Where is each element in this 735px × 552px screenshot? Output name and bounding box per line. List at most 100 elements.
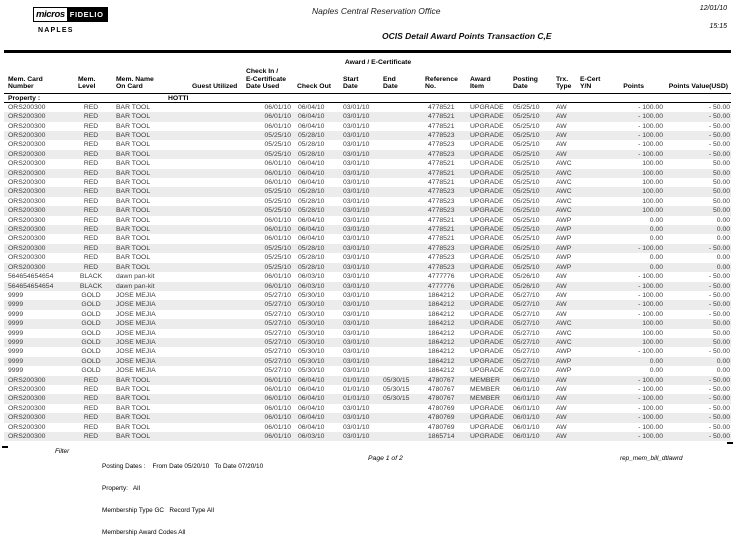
cell-trx-type: AWP bbox=[556, 244, 572, 252]
cell-reference-no: 1864212 bbox=[428, 357, 455, 365]
cell-posting-date: 05/25/10 bbox=[513, 197, 540, 205]
cell-mem-name: dawn pan-kit bbox=[116, 273, 155, 281]
cell-reference-no: 1864212 bbox=[428, 310, 455, 318]
cell-mem-card-number: 9999 bbox=[8, 348, 24, 356]
cell-points: 0.00 bbox=[649, 226, 664, 234]
cell-check-out: 06/04/10 bbox=[298, 404, 325, 412]
table-row: ORS200300 RED BAR TOOL 06/01/10 06/04/10… bbox=[4, 122, 731, 131]
cell-check-in: 05/27/10 bbox=[264, 348, 291, 356]
cell-end-date bbox=[379, 338, 419, 347]
cell-start-date: 03/01/10 bbox=[343, 103, 370, 111]
cell-ecert-yn bbox=[578, 310, 608, 319]
cell-end-date bbox=[379, 225, 419, 234]
cell-reference-no: 4778523 bbox=[428, 254, 455, 262]
cell-end-date bbox=[379, 310, 419, 319]
cell-points: 100.00 bbox=[642, 320, 664, 328]
cell-ecert-yn bbox=[578, 169, 608, 178]
cell-check-in: 05/27/10 bbox=[264, 338, 291, 346]
cell-ecert-yn bbox=[578, 338, 608, 347]
table-row: ORS200300 RED BAR TOOL 06/01/10 06/04/10… bbox=[4, 385, 731, 394]
cell-reference-no: 4780767 bbox=[428, 376, 455, 384]
cell-trx-type: AW bbox=[556, 132, 567, 139]
cell-check-out: 06/04/10 bbox=[298, 226, 325, 234]
cell-mem-name: BAR TOOL bbox=[116, 207, 151, 215]
cell-start-date: 03/01/10 bbox=[343, 207, 370, 215]
cell-start-date: 03/01/10 bbox=[343, 188, 370, 196]
cell-check-out: 06/04/10 bbox=[298, 122, 325, 130]
cell-end-date bbox=[379, 178, 419, 187]
cell-start-date: 03/01/10 bbox=[343, 338, 370, 346]
cell-start-date: 03/01/10 bbox=[343, 273, 370, 281]
cell-mem-card-number: 9999 bbox=[8, 310, 24, 318]
cell-award-item: UPGRADE bbox=[470, 310, 504, 318]
cell-points-value: - 50.00 bbox=[708, 141, 731, 149]
col-header-posting-date: Posting Date bbox=[508, 68, 549, 94]
table-row: ORS200300 RED BAR TOOL 06/01/10 06/04/10… bbox=[4, 413, 732, 423]
cell-guest-utilized bbox=[184, 300, 240, 309]
cell-ecert-yn bbox=[578, 178, 608, 187]
header-divider bbox=[4, 50, 731, 53]
cell-points: - 100.00 bbox=[638, 404, 664, 412]
cell-mem-name: BAR TOOL bbox=[116, 254, 151, 262]
cell-check-out: 05/30/10 bbox=[298, 367, 325, 375]
cell-mem-level: RED bbox=[83, 141, 99, 149]
cell-guest-utilized bbox=[184, 282, 240, 291]
cell-award-item: UPGRADE bbox=[470, 132, 504, 139]
cell-points-value: - 50.00 bbox=[708, 376, 731, 384]
cell-guest-utilized bbox=[184, 178, 240, 187]
cell-points: 100.00 bbox=[642, 169, 664, 177]
cell-mem-name: BAR TOOL bbox=[116, 414, 151, 422]
cell-points: - 100.00 bbox=[638, 103, 664, 111]
cell-guest-utilized bbox=[184, 206, 240, 215]
cell-points-value: - 50.00 bbox=[708, 423, 731, 431]
cell-check-in: 06/01/10 bbox=[264, 423, 291, 431]
cell-check-in: 05/27/10 bbox=[264, 301, 291, 309]
cell-mem-card-number: ORS200300 bbox=[8, 235, 46, 243]
cell-guest-utilized bbox=[184, 159, 240, 168]
cell-end-date bbox=[379, 263, 419, 272]
cell-check-in: 06/01/10 bbox=[264, 385, 291, 393]
cell-check-out: 05/28/10 bbox=[298, 141, 325, 149]
cell-award-item: UPGRADE bbox=[470, 414, 504, 422]
cell-mem-name: JOSE MEJIA bbox=[116, 338, 156, 346]
cell-mem-name: BAR TOOL bbox=[116, 197, 151, 205]
cell-award-item: UPGRADE bbox=[470, 348, 504, 356]
cell-ecert-yn bbox=[578, 131, 608, 140]
cell-mem-card-number: ORS200300 bbox=[8, 150, 46, 158]
cell-start-date: 03/01/10 bbox=[343, 216, 370, 224]
cell-end-date bbox=[379, 150, 419, 159]
cell-start-date: 03/01/10 bbox=[343, 282, 370, 290]
cell-start-date: 01/01/10 bbox=[343, 385, 370, 393]
cell-points: - 100.00 bbox=[638, 385, 664, 393]
cell-mem-level: GOLD bbox=[81, 348, 101, 356]
cell-mem-level: RED bbox=[83, 404, 99, 412]
cell-ecert-yn bbox=[578, 366, 608, 375]
cell-trx-type: AW bbox=[556, 122, 567, 130]
cell-check-out: 06/04/10 bbox=[298, 160, 325, 168]
cell-posting-date: 05/25/10 bbox=[513, 226, 540, 234]
cell-reference-no: 1864212 bbox=[428, 320, 455, 328]
cell-reference-no: 4778521 bbox=[428, 226, 455, 234]
cell-ecert-yn bbox=[578, 357, 608, 366]
cell-guest-utilized bbox=[184, 329, 240, 338]
cell-reference-no: 4778521 bbox=[428, 122, 455, 130]
cell-start-date: 01/01/10 bbox=[343, 395, 370, 403]
cell-end-date bbox=[379, 234, 419, 243]
cell-reference-no: 4780767 bbox=[428, 395, 455, 403]
cell-trx-type: AW bbox=[556, 395, 567, 403]
cell-points-value: - 50.00 bbox=[708, 122, 731, 130]
cell-ecert-yn bbox=[578, 319, 608, 328]
cell-check-in: 05/25/10 bbox=[264, 244, 291, 252]
cell-mem-name: BAR TOOL bbox=[116, 150, 151, 158]
cell-mem-card-number: 564654654654 bbox=[8, 282, 54, 290]
cell-reference-no: 4778523 bbox=[428, 132, 455, 139]
cell-guest-utilized bbox=[184, 263, 240, 272]
cell-points-value: - 50.00 bbox=[708, 348, 731, 356]
table-row: ORS200300 RED BAR TOOL 05/25/10 05/28/10… bbox=[4, 206, 732, 216]
cell-mem-level: RED bbox=[83, 188, 99, 196]
cell-check-in: 06/01/10 bbox=[264, 113, 291, 121]
cell-end-date bbox=[379, 404, 419, 413]
cell-mem-card-number: ORS200300 bbox=[8, 263, 46, 271]
cell-guest-utilized bbox=[184, 357, 240, 366]
cell-start-date: 03/01/10 bbox=[343, 263, 370, 271]
